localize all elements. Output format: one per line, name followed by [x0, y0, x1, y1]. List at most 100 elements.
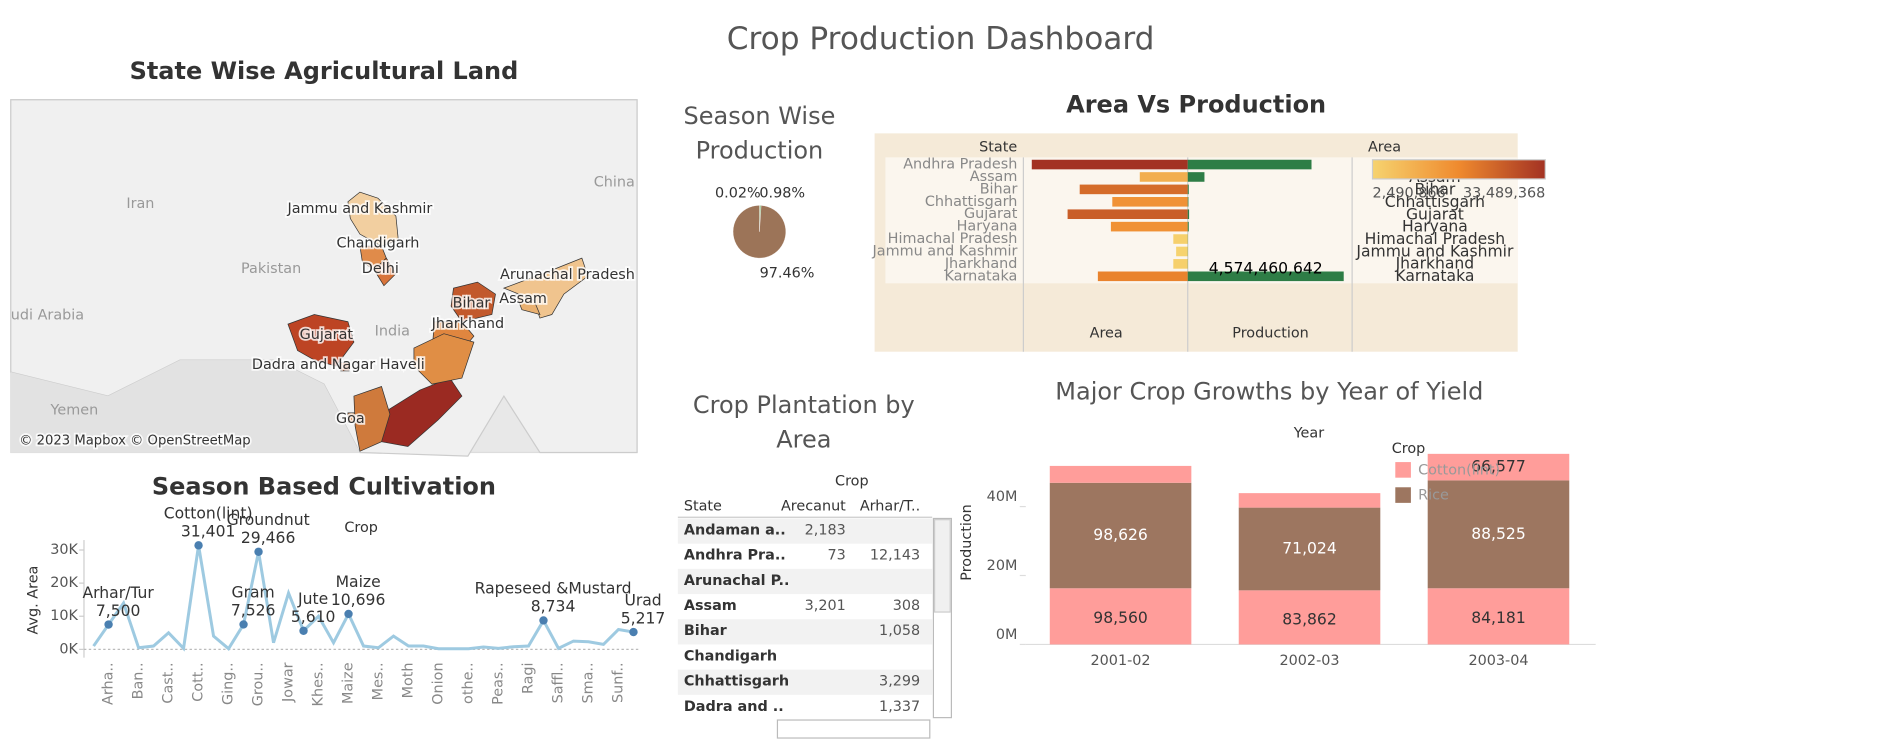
- point-marker: [539, 616, 548, 625]
- y-tick-label: 20K: [50, 575, 78, 591]
- pie-label: 0.98%: [759, 185, 805, 201]
- state-region: [373, 257, 397, 287]
- hscrollbar: [776, 719, 931, 739]
- x-tick-label: Ban..: [131, 662, 147, 699]
- point-value: 31,401: [181, 523, 236, 541]
- state-label: Assam: [499, 291, 547, 307]
- overlay-state-label: Jammu and Kashmir: [1355, 242, 1514, 260]
- legend-label: Rice: [1418, 488, 1449, 504]
- y-tick-label: 40M: [987, 489, 1018, 505]
- state-label: Arunachal Pradesh: [500, 267, 635, 283]
- area-bar: [1079, 184, 1188, 195]
- pie-slice: [732, 205, 786, 259]
- production-bar: [1187, 209, 1190, 220]
- column-group: Crop: [835, 473, 869, 489]
- segment-label: 83,862: [1282, 610, 1337, 628]
- production-bar: [1187, 159, 1312, 170]
- cell: 1,058: [879, 623, 920, 639]
- state-region: [515, 293, 541, 316]
- x-tick-label: Ging..: [221, 662, 237, 705]
- cell: 12,143: [870, 548, 920, 564]
- x-tick-label: Grou..: [251, 662, 267, 706]
- cell: 308: [893, 598, 920, 614]
- point-marker: [194, 541, 203, 550]
- bar-segment: [1427, 480, 1570, 589]
- cell: 1,337: [879, 699, 920, 715]
- bar-segment: [1238, 590, 1381, 645]
- pie-label: 0.02%: [715, 185, 761, 201]
- state-label: Haryana: [957, 219, 1018, 235]
- area-bar: [1176, 246, 1188, 257]
- point-value: 5,610: [291, 608, 336, 626]
- area-bar: [1112, 196, 1188, 207]
- production-bar: [1187, 172, 1205, 182]
- legend-swatch: [1395, 487, 1411, 503]
- x-tick-label: Ragi: [520, 662, 536, 694]
- point-name: Urad: [624, 591, 661, 609]
- legend-swatch: [1395, 462, 1411, 478]
- segment-label: 98,560: [1093, 609, 1148, 627]
- point-marker: [254, 547, 263, 556]
- legend-label: 2,490,866: [1373, 185, 1446, 201]
- chart-title: Area Vs Production: [1066, 91, 1326, 119]
- cell: 2,183: [805, 522, 846, 538]
- y-tick-label: 0K: [59, 641, 78, 657]
- segment-label: 71,024: [1282, 539, 1337, 557]
- state-label: Dadra and Nagar Haveli: [252, 357, 425, 373]
- chart-title-box: Season Wise Production: [684, 101, 836, 165]
- cell: 73: [828, 548, 846, 564]
- point-marker: [104, 620, 113, 629]
- x-tick-label: Moth: [401, 662, 417, 698]
- state-region: [340, 362, 350, 372]
- cell: Dadra and ..: [684, 699, 784, 715]
- x-tick-label: Maize: [341, 662, 357, 704]
- point-value: 10,696: [331, 591, 386, 609]
- state-label: Karnataka: [944, 268, 1017, 284]
- x-tick-label: Arha..: [101, 662, 117, 705]
- overlay-state-label: Himachal Pradesh: [1365, 230, 1506, 248]
- place-label: India: [375, 323, 410, 339]
- column-header: State: [684, 498, 722, 514]
- chart-title-box: Crop Plantation by Area: [692, 390, 915, 454]
- y-axis-title: Avg. Area: [26, 566, 42, 635]
- chart-title: Crop Plantation by Area: [692, 390, 915, 454]
- point-name: Gram: [232, 584, 275, 602]
- segment-label: 98,626: [1093, 526, 1148, 544]
- map-attribution: © 2023 Mapbox © OpenStreetMap: [19, 433, 251, 448]
- y-axis-title: Production: [959, 504, 975, 580]
- state-label: Gujarat: [300, 327, 354, 343]
- segment-label: 66,577: [1471, 458, 1526, 476]
- state-label: Assam: [970, 169, 1018, 185]
- area-bar: [1110, 221, 1188, 232]
- bar-segment: [1049, 482, 1192, 589]
- axis-label: Production: [1232, 326, 1308, 342]
- point-marker: [344, 609, 353, 619]
- sea: [10, 360, 360, 453]
- x-tick-label: Mes..: [371, 662, 387, 700]
- point-value: 5,217: [621, 609, 666, 627]
- column-header: Arecanut: [781, 498, 846, 514]
- point-name: Arhar/Tur: [83, 584, 155, 602]
- production-bar: [1187, 271, 1344, 282]
- place-label: Yemen: [50, 402, 99, 418]
- point-name: Maize: [336, 573, 381, 591]
- bar-segment: [1049, 465, 1192, 483]
- x-tick-label: Saffl..: [550, 662, 566, 703]
- state-label: Bihar: [980, 181, 1018, 197]
- production-bar: [1187, 196, 1189, 207]
- production-bar: [1187, 184, 1189, 195]
- x-tick-label: Sunf..: [610, 662, 626, 703]
- state-label: Goa: [336, 411, 365, 427]
- cell: Andhra Pra..: [684, 548, 786, 564]
- row-band: [677, 568, 933, 595]
- area-bar: [1031, 159, 1188, 170]
- point-marker: [629, 627, 638, 637]
- bar-segment: [1427, 453, 1570, 481]
- production-bar: [1187, 221, 1189, 232]
- row-header: State: [979, 140, 1017, 156]
- chart-title: State Wise Agricultural Land: [130, 57, 519, 85]
- overlay-state-label: Karnataka: [1395, 267, 1474, 285]
- segment-label: 88,525: [1471, 525, 1526, 543]
